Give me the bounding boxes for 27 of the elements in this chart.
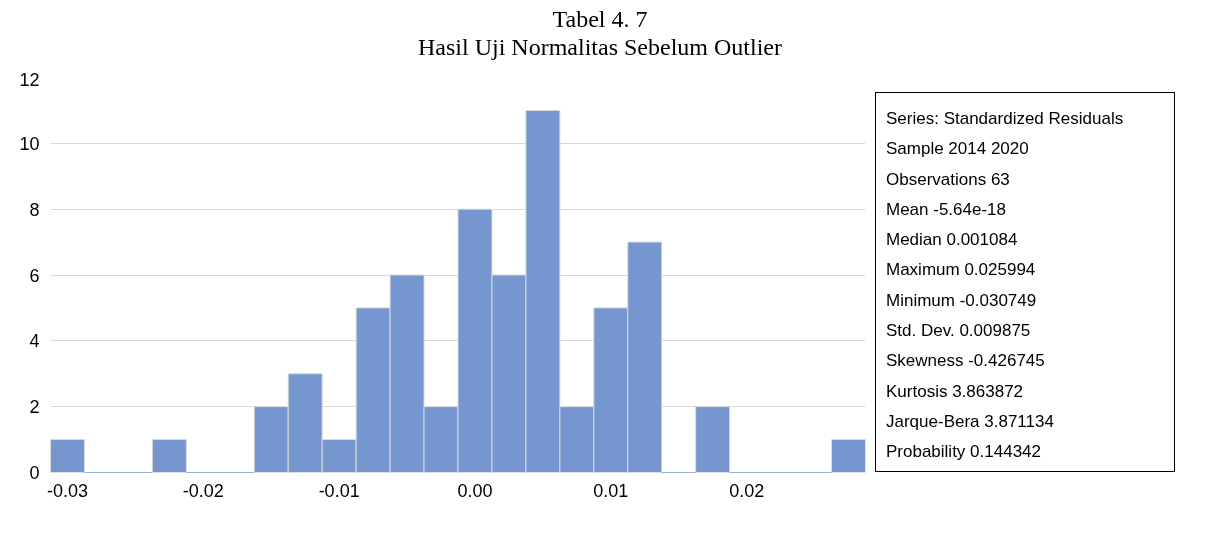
text: Jarque-Bera 3.871134 (886, 410, 1055, 433)
text: Kurtosis 3.863872 (886, 380, 1025, 403)
x-tick-label: -0.02 (182, 480, 224, 501)
text: Mean -5.64e-18 (886, 198, 1008, 221)
text: Series: Standardized Residuals (886, 108, 1125, 130)
y-tick-label: 12 (19, 69, 40, 90)
x-tick-label: -0.03 (46, 480, 88, 501)
text: Std. Dev. 0.009875 (886, 319, 1032, 342)
x-tick-label: 0.02 (729, 480, 765, 501)
text: Skewness -0.426745 (886, 350, 1046, 373)
chart-title: Tabel 4. 7 (552, 6, 648, 32)
y-tick-label: 8 (29, 199, 40, 220)
y-tick-label: 2 (29, 397, 40, 418)
text: Maximum 0.025994 (886, 259, 1037, 282)
x-tick-label: -0.01 (318, 480, 360, 501)
text: Sample 2014 2020 (886, 138, 1030, 161)
y-tick-label: 6 (29, 265, 40, 286)
y-tick-label: 0 (29, 463, 40, 483)
chart-subtitle: Hasil Uji Normalitas Sebelum Outlier (418, 34, 782, 60)
text: Observations 63 (886, 168, 1011, 191)
y-tick-label: 4 (29, 331, 40, 352)
x-tick-label: 0.00 (457, 480, 493, 501)
text: Probability 0.144342 (886, 441, 1042, 464)
text: Median 0.001084 (886, 229, 1019, 252)
y-tick-label: 10 (19, 133, 40, 154)
text: Minimum -0.030749 (886, 289, 1038, 312)
x-tick-label: 0.01 (593, 480, 629, 501)
